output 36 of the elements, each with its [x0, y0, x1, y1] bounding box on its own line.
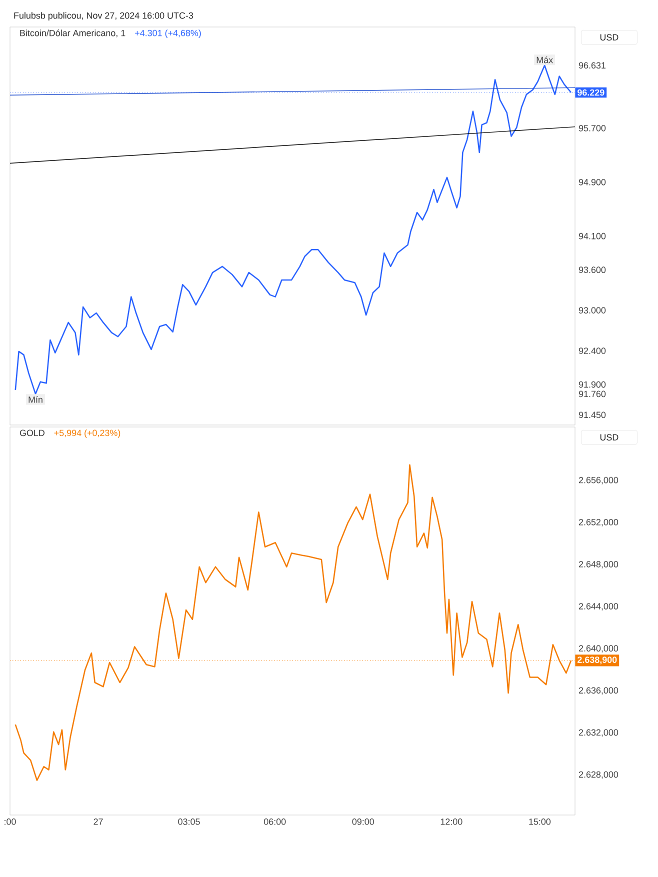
chart-title: GOLD — [20, 430, 44, 436]
y-tick-label: 92.400 — [578, 348, 606, 354]
y-tick-label: 2.640,000 — [578, 645, 618, 653]
chart-subtitle: +5,994 (+0,23%) — [54, 430, 120, 438]
x-tick-label: :00 — [4, 818, 16, 825]
x-tick-label: 27 — [94, 818, 103, 825]
chart-title: Bitcoin/Dólar Americano, 1 — [20, 30, 126, 38]
y-tick-label: 93.000 — [578, 307, 606, 314]
x-tick-label: 06:00 — [264, 818, 286, 825]
y-tick-label: 94.100 — [578, 232, 606, 240]
y-tick-label: 91.450 — [578, 412, 606, 418]
x-tick-label: 12:00 — [440, 818, 462, 825]
y-tick-label: 2.628,000 — [578, 771, 618, 779]
y-tick-label: 2.648,000 — [578, 561, 618, 568]
y-tick-label: 2.644,000 — [578, 603, 618, 610]
text: USD — [600, 34, 618, 41]
y-tick-label: 91.900 — [578, 381, 606, 388]
y-tick-label: 2.632,000 — [578, 729, 618, 737]
chart-subtitle: +4.301 (+4,68%) — [135, 30, 201, 38]
text: USD — [600, 434, 618, 441]
y-tick-label: 91.760 — [578, 390, 606, 398]
text: Fulubsb publicou, Nov 27, 2024 16:00 UTC-3 — [14, 12, 194, 20]
ref-line-label: 96.229 — [578, 89, 604, 96]
y-tick-label: 93.600 — [578, 266, 606, 274]
x-tick-label: 09:00 — [352, 818, 374, 825]
y-tick-label: 96.631 — [578, 62, 606, 69]
ref-line-label: 2.638,900 — [578, 656, 617, 664]
y-tick-label: 2.636,000 — [578, 687, 618, 695]
annotation: Mín — [28, 396, 42, 403]
annotation: Máx — [536, 56, 553, 64]
y-tick-label: 2.652,000 — [578, 518, 618, 526]
x-tick-label: 03:05 — [178, 818, 200, 825]
x-tick-label: 15:00 — [529, 818, 551, 825]
y-tick-label: 2.656,000 — [578, 476, 618, 484]
y-tick-label: 94.900 — [578, 178, 606, 186]
y-tick-label: 95.700 — [578, 125, 606, 132]
